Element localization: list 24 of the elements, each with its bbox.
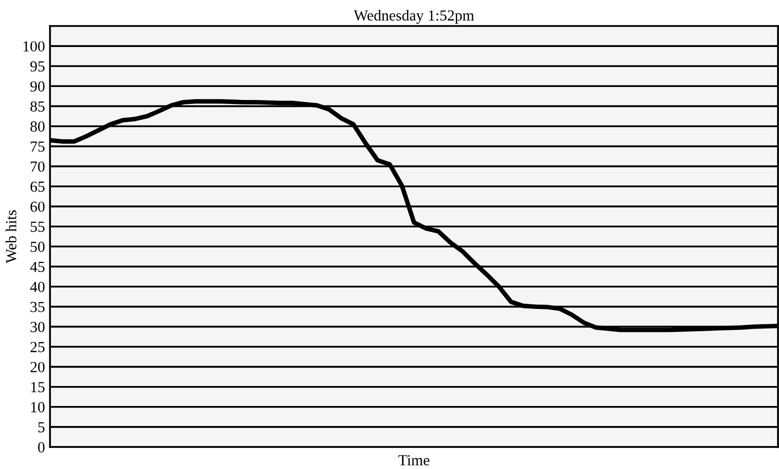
y-tick-label: 45 <box>30 262 45 272</box>
y-axis-title: Web hits <box>6 210 16 264</box>
y-tick-label: 25 <box>30 342 45 352</box>
y-tick-label: 15 <box>31 382 45 392</box>
y-tick-label: 80 <box>30 121 45 132</box>
y-tick-label: 60 <box>30 202 45 212</box>
chart-title: Wednesday 1:52pm <box>354 10 474 24</box>
y-tick-label: 35 <box>30 302 45 312</box>
y-tick-label: 75 <box>30 142 45 152</box>
y-tick-label: 10 <box>31 402 45 412</box>
y-tick-label: 50 <box>30 242 45 252</box>
y-tick-label: 40 <box>30 282 45 292</box>
y-tick-label: 30 <box>30 322 45 332</box>
y-tick-label: 70 <box>30 161 45 172</box>
y-tick-label: 0 <box>38 442 45 452</box>
x-axis-title: Time <box>398 455 430 466</box>
y-tick-label: 90 <box>30 81 45 92</box>
y-tick-label: 95 <box>30 61 45 72</box>
y-tick-label: 85 <box>30 101 45 112</box>
y-tick-label: 20 <box>30 362 45 372</box>
y-tick-label: 5 <box>38 422 45 432</box>
y-tick-label: 65 <box>30 182 45 192</box>
y-tick-label: 55 <box>30 222 45 232</box>
y-tick-label: 100 <box>24 41 45 52</box>
